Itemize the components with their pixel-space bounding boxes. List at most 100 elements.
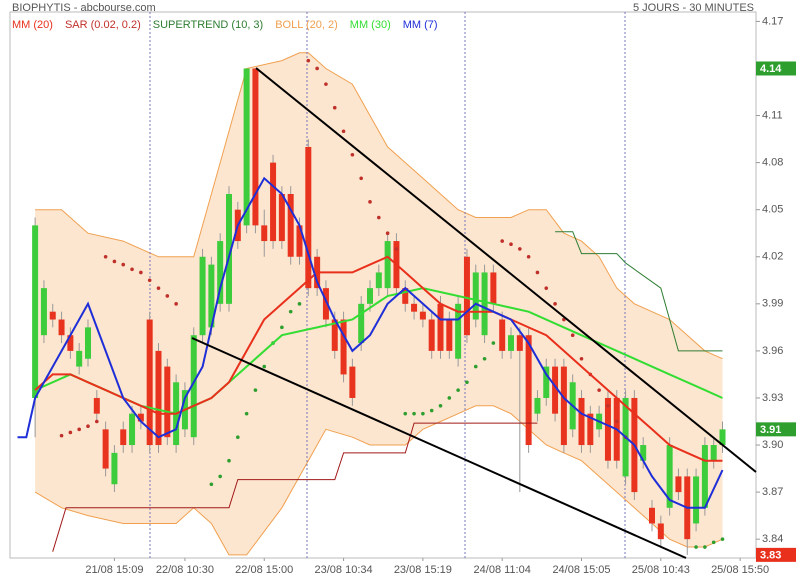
trend-line [255, 67, 757, 473]
price-tag [756, 547, 796, 562]
candle-body [111, 452, 118, 485]
sar-dot [500, 239, 504, 243]
legend-entry: SAR (0.02, 0.2) [65, 19, 141, 31]
candle-body [402, 288, 409, 304]
chart-title: BIOPHYTIS - abcbourse.com [12, 2, 156, 14]
x-tick-label: 23/08 10:34 [315, 564, 373, 576]
moving-average [17, 176, 724, 509]
candle-body [305, 146, 312, 289]
sar-dot [553, 302, 557, 306]
y-tick-label: 3.93 [762, 392, 783, 404]
candle-body [604, 397, 611, 461]
sar-dot [121, 262, 126, 267]
candle-body [437, 303, 444, 351]
candle-body [516, 335, 523, 351]
bollinger-fill [35, 52, 723, 555]
candle-body [367, 288, 374, 304]
candle-body [666, 445, 673, 508]
sar-dot [297, 302, 302, 306]
sar-dot [473, 364, 478, 369]
sar-dot [570, 333, 575, 338]
candle-body [58, 319, 65, 336]
y-tick-label: 3.87 [762, 486, 783, 498]
sar-dot [332, 105, 337, 110]
supertrend [52, 422, 538, 552]
candle-body [375, 272, 382, 289]
axis-layer: 4.17 4.14 4.11 4.08 4.05 4.02 3.99 3.96 3.93 3.90… [85, 15, 796, 576]
candle-body [490, 272, 497, 304]
candle-body [508, 335, 515, 351]
candle-body [164, 366, 171, 438]
candle-body [499, 319, 506, 351]
sar-dot [614, 419, 619, 424]
sar-dot [130, 267, 134, 272]
sar-dot [59, 433, 64, 438]
x-tick-label: 24/08 11:04 [474, 564, 531, 576]
candle-body [146, 319, 153, 446]
candle-body [358, 303, 365, 344]
candle-body [578, 397, 585, 446]
sar-dot [456, 388, 460, 392]
price-tag-label: 4.14 [760, 63, 782, 75]
candle-body [243, 68, 250, 226]
sar-dot [350, 152, 355, 157]
candle-body [481, 272, 488, 336]
sar-dot [95, 419, 99, 424]
y-tick-label: 3.96 [762, 345, 783, 357]
sar-dot [403, 411, 408, 416]
bollinger-upper [35, 52, 723, 360]
sar-dot [526, 254, 531, 259]
candle-body [120, 429, 127, 446]
sar-dot [103, 254, 108, 259]
sar-dot [139, 270, 143, 275]
y-tick-label: 3.90 [762, 439, 783, 451]
candle-body [40, 288, 47, 336]
sar-dot [68, 430, 73, 435]
sar-dot [341, 129, 346, 134]
sar-dot [720, 537, 725, 541]
candle-body [84, 327, 91, 359]
sar-dot [147, 278, 152, 283]
sar-dot [694, 545, 698, 549]
price-tag-label: 3.83 [760, 549, 781, 561]
y-tick-label: 4.08 [762, 157, 783, 169]
candle-body [322, 288, 329, 320]
candle-body [217, 241, 224, 304]
legend-entry: MM (7) [403, 19, 438, 31]
sar-dot [711, 540, 716, 545]
candle-body [208, 264, 215, 328]
sar-dot [218, 474, 222, 479]
moving-average [34, 287, 723, 415]
candle-body [76, 350, 83, 367]
candle-body [137, 413, 144, 422]
candle-body [552, 366, 559, 414]
sar-dot [482, 356, 487, 361]
x-tick-label: 21/08 15:09 [85, 564, 143, 576]
sar-dot [491, 341, 496, 345]
y-tick-label: 3.84 [762, 533, 783, 545]
sar-dot [412, 411, 416, 416]
candle-body [701, 445, 708, 508]
candle-body [560, 366, 567, 446]
legend: MM (20) SAR (0.02, 0.2) SUPERTREND (10, 3)… [12, 19, 438, 31]
sar-dot [518, 247, 522, 251]
candle-body [287, 194, 294, 257]
x-tick-label: 25/08 15:50 [711, 564, 769, 576]
candle-body [428, 319, 435, 351]
supertrend [555, 231, 723, 352]
candle-body [446, 319, 453, 351]
candle-body [525, 335, 532, 446]
candle-body [587, 413, 594, 446]
y-tick-label: 4.02 [762, 251, 783, 263]
candle-body [261, 225, 268, 242]
sar-dot [535, 270, 540, 275]
legend-entry: MM (20) [12, 19, 53, 31]
legend-entry: SUPERTREND (10, 3) [153, 19, 263, 31]
sar-dot [438, 404, 443, 408]
candle-body [199, 256, 206, 336]
sar-dot [385, 231, 390, 236]
y-tick-label: 4.17 [762, 15, 783, 27]
candle-body [340, 319, 347, 375]
sar-dot [112, 259, 117, 264]
candle-body [93, 397, 100, 414]
